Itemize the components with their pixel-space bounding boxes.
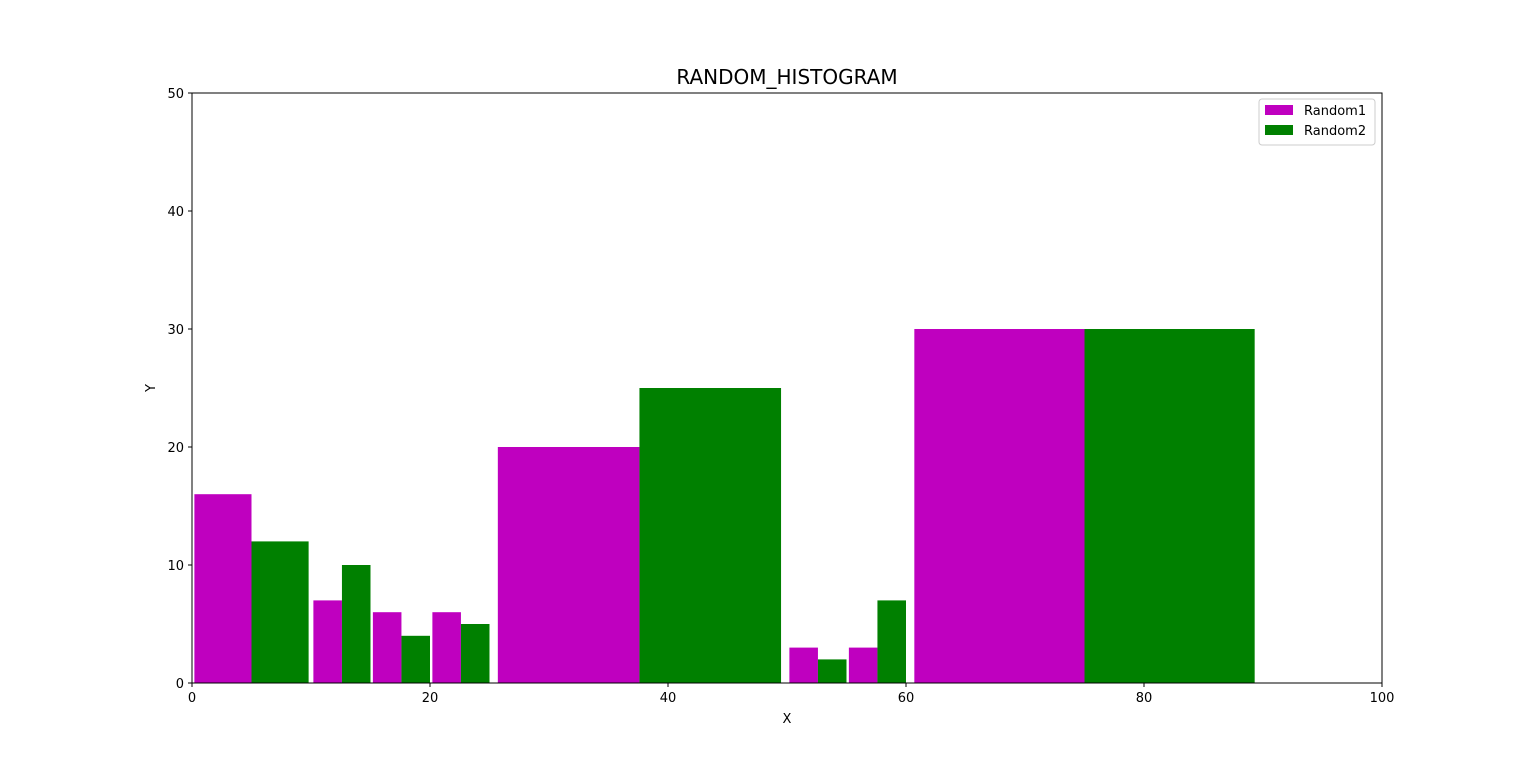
bar-series2-6	[817, 659, 847, 683]
bar-series1-3	[372, 612, 402, 683]
x-tick-label: 60	[898, 691, 915, 706]
bar-series1-7	[848, 647, 878, 683]
legend-label: Random1	[1304, 104, 1366, 119]
x-tick-label: 100	[1370, 691, 1395, 706]
y-tick-label: 10	[167, 559, 184, 574]
bars-layer	[194, 329, 1255, 683]
legend: Random1 Random2	[1258, 98, 1376, 146]
x-axis-label: X	[783, 712, 792, 727]
bar-series1-4	[432, 612, 461, 683]
bar-series1-8	[914, 329, 1085, 683]
x-tick-label: 20	[422, 691, 439, 706]
bar-series2-4	[460, 624, 490, 683]
y-tick-label: 40	[167, 205, 184, 220]
bar-series1-2	[313, 600, 342, 683]
legend-swatch	[1265, 105, 1293, 115]
plot-frame	[191, 92, 1383, 684]
legend-label: Random2	[1304, 124, 1366, 139]
x-tick-label: 0	[188, 691, 196, 706]
x-tick-label: 40	[660, 691, 677, 706]
y-tick-label: 0	[176, 677, 184, 692]
legend-swatch	[1265, 125, 1293, 135]
bar-series2-7	[877, 600, 906, 683]
y-tick-label: 20	[167, 441, 184, 456]
y-tick-label: 30	[167, 323, 184, 338]
bar-series1-1	[194, 494, 252, 683]
x-tick-label: 80	[1136, 691, 1153, 706]
bar-series1-5	[497, 447, 640, 683]
bar-series2-5	[639, 388, 782, 683]
y-axis-label: Y	[144, 384, 159, 393]
y-tick-label: 50	[167, 87, 184, 102]
bar-series2-3	[401, 635, 430, 683]
bar-series2-1	[251, 541, 309, 683]
chart-title: RANDOM_HISTOGRAM	[676, 65, 897, 89]
bar-series1-6	[789, 647, 818, 683]
y-axis-ticks: 0 10 20 30 40 50	[167, 87, 192, 692]
x-axis-ticks: 0 20 40 60 80 100	[188, 683, 1395, 706]
bar-series2-8	[1084, 329, 1255, 683]
bar-series2-2	[341, 565, 371, 683]
